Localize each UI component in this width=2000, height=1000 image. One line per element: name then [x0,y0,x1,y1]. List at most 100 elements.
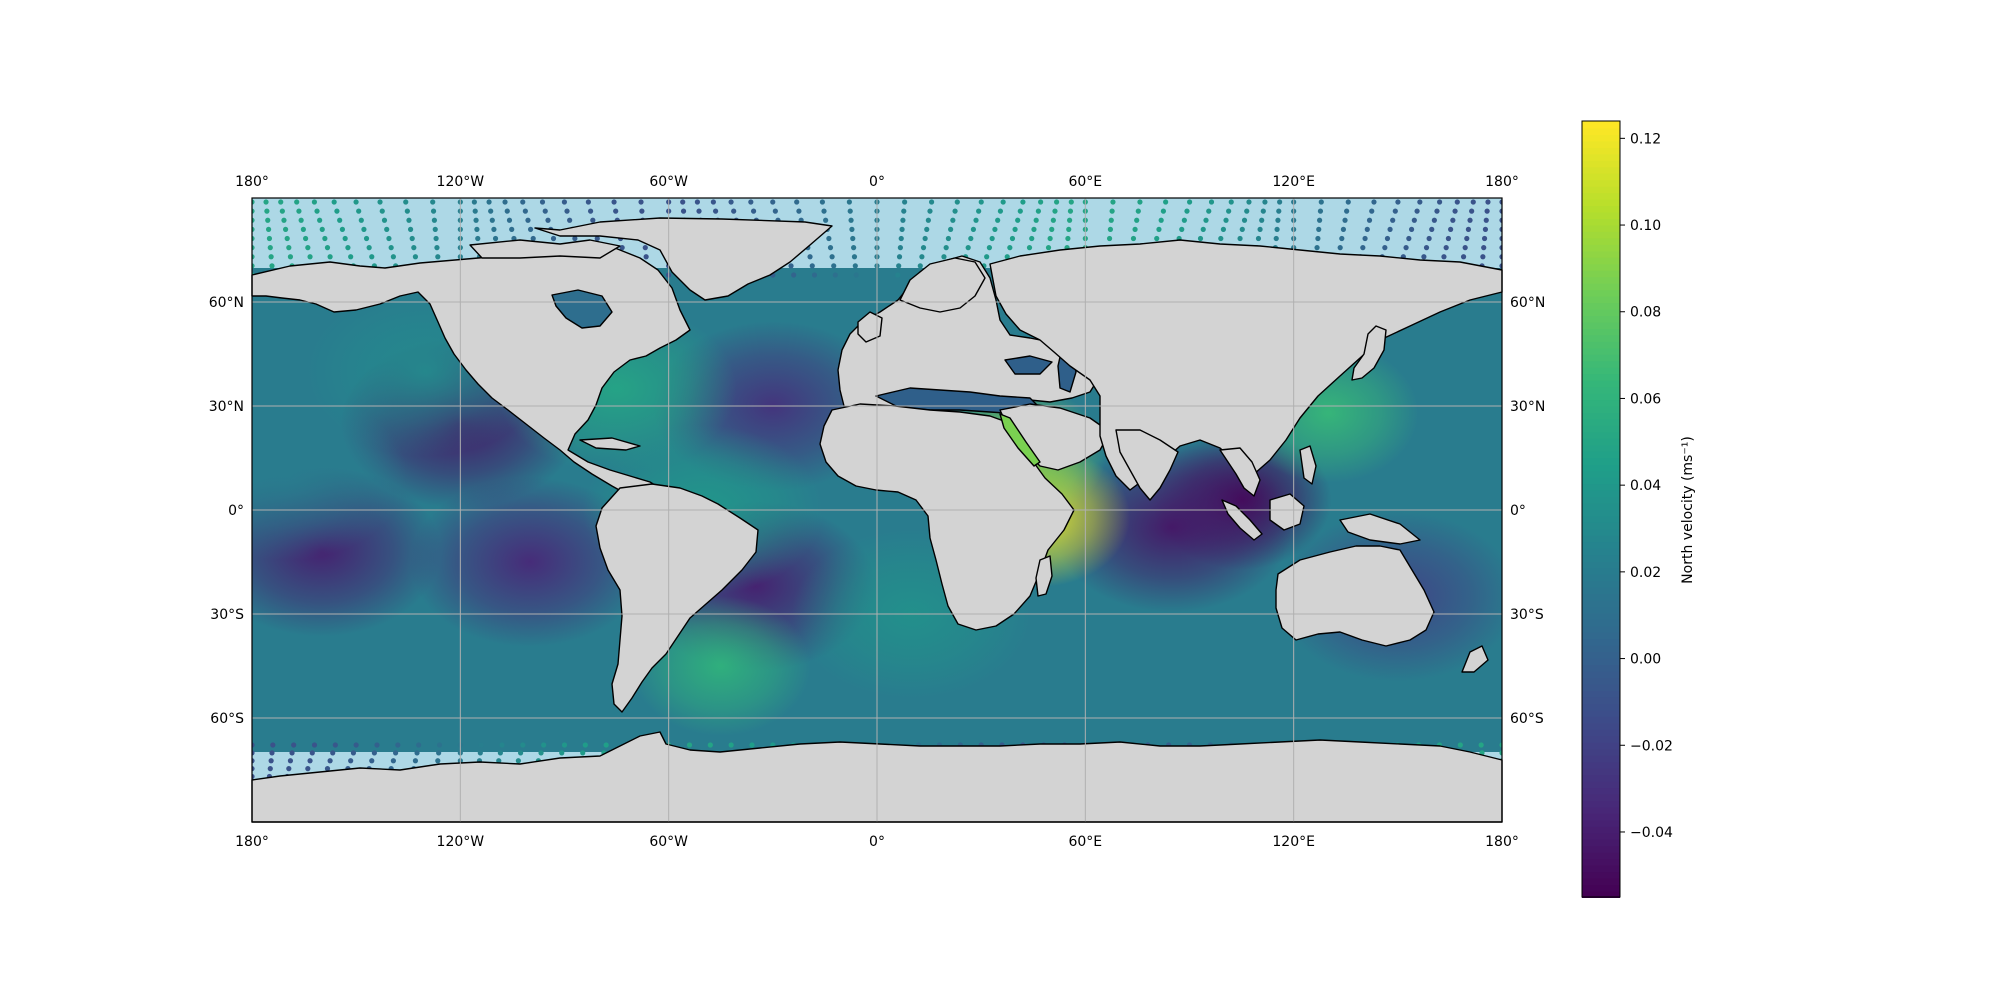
colorbar-step [1582,205,1620,213]
velocity-dot [296,208,302,214]
velocity-dot [294,199,300,205]
velocity-dot [311,742,318,748]
velocity-dot [852,263,858,269]
colorbar-step [1582,670,1620,679]
velocity-dot [978,199,984,205]
colorbar-step [1582,373,1620,381]
lat-tick-label: 60°N [209,295,244,311]
black-sea [1004,355,1053,375]
colorbar-gradient [1582,121,1620,898]
velocity-dot [1465,226,1472,232]
velocity-dot [300,226,306,232]
velocity-dot [831,263,837,269]
lon-labels-top: 180° 120°W 60°W 0° 60°E 120°E 180° [235,174,1519,190]
velocity-dot [1066,217,1073,223]
velocity-dot [1237,235,1243,242]
colorbar-step [1582,696,1620,704]
colorbar-step [1582,858,1620,866]
velocity-dot [853,272,859,278]
velocity-dot [895,272,901,278]
velocity-dot [1029,235,1035,242]
lon-tick-label: 0° [869,174,885,190]
velocity-dot [1403,245,1409,251]
velocity-dot [1110,199,1116,205]
velocity-dot [1499,235,1502,242]
velocity-dot [1031,226,1037,232]
velocity-dot [1255,235,1262,242]
velocity-dot [1007,245,1013,251]
velocity-dot [1228,199,1234,205]
colorbar-step [1582,334,1620,342]
velocity-dot [1065,235,1071,242]
velocity-dot [809,263,815,269]
velocity-dot [1467,217,1473,223]
velocity-dot [796,208,802,214]
velocity-dot [1047,235,1053,242]
velocity-dot [337,217,343,223]
velocity-dot [821,208,827,214]
velocity-dot [252,254,255,260]
colorbar-step [1582,276,1620,284]
velocity-dot [430,199,436,205]
velocity-dot [1134,217,1140,223]
velocity-dot [314,208,320,214]
velocity-dot [1068,199,1074,205]
velocity-dot [846,199,852,205]
colorbar-step [1582,153,1620,161]
velocity-dot [430,208,437,214]
velocity-dot [849,226,855,232]
velocity-dot [1200,226,1206,232]
velocity-dot [520,199,526,205]
colorbar-step [1582,379,1620,388]
velocity-dot [1339,235,1345,242]
lat-tick-label: 30°S [1510,607,1544,623]
colorbar-tick-label: −0.02 [1630,738,1673,754]
colorbar-step [1582,664,1620,672]
velocity-dot [472,208,478,214]
velocity-dot [611,199,617,205]
velocity-dot [327,758,333,764]
velocity-dot [587,208,594,214]
velocity-dot [827,245,834,251]
lon-tick-label: 180° [235,834,269,850]
velocity-dot [334,208,340,214]
velocity-dot [342,235,348,242]
velocity-dot [954,199,960,205]
velocity-dot [807,254,813,260]
velocity-dot [1275,217,1281,223]
velocity-dot [1406,235,1412,242]
lon-tick-label: 180° [1485,174,1519,190]
colorbar-step [1582,444,1620,452]
velocity-dot [488,208,494,214]
velocity-dot [1411,217,1417,223]
velocity-dot [307,758,313,764]
velocity-dot [559,750,565,756]
velocity-dot [1448,226,1454,232]
velocity-dot [1135,208,1141,214]
velocity-dot [266,235,273,242]
velocity-dot [252,750,255,756]
colorbar-step [1582,748,1620,756]
velocity-dot [1499,254,1502,260]
velocity-dot [1276,208,1282,214]
colorbar-step [1582,864,1620,873]
velocity-dot [1481,245,1487,251]
velocity-dot [899,226,905,232]
velocity-dot [406,217,412,223]
velocity-dot [286,245,292,251]
velocity-dot [770,199,776,205]
colorbar-step [1582,198,1620,207]
velocity-dot [945,235,951,242]
velocity-dot [1337,245,1343,251]
colorbar-step [1582,302,1620,310]
velocity-dot [902,199,908,205]
colorbar-step [1582,211,1620,219]
velocity-dot [1053,199,1060,205]
velocity-dot [1052,208,1058,214]
velocity-dot [832,272,838,278]
velocity-dot [707,742,713,748]
lon-tick-label: 60°E [1068,834,1102,850]
velocity-dot [585,199,591,205]
velocity-dot [1426,235,1432,242]
colorbar-step [1582,832,1620,840]
